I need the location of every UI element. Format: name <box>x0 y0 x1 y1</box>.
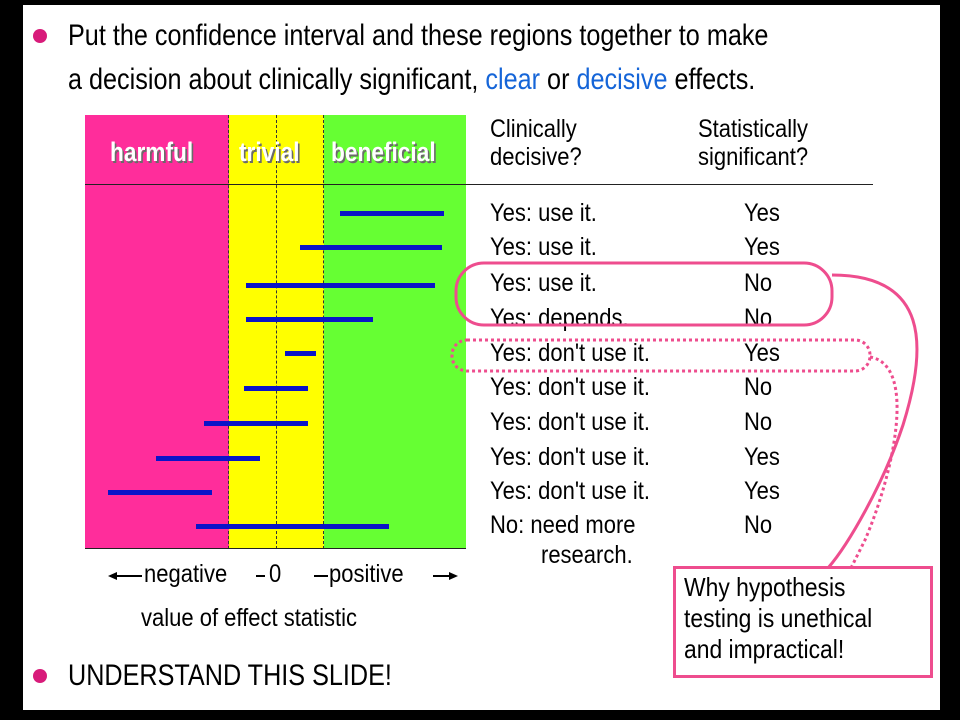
connector-solid <box>826 273 919 569</box>
column-header-clinically-line2: decisive? <box>490 143 582 171</box>
decision-row-3: Yes: use it. <box>490 269 597 297</box>
label-trivial: trivial <box>239 137 300 167</box>
decision-row-9: Yes: don't use it. <box>490 477 650 505</box>
column-header-statistically-line1: Statistically <box>698 115 809 143</box>
threshold-line-beneficial <box>323 115 324 549</box>
bullet-icon <box>33 29 47 43</box>
connector-dotted <box>849 355 899 569</box>
bullet-icon-bottom <box>33 669 47 683</box>
ci-bar-10 <box>196 524 389 529</box>
axis-positive-label: positive <box>329 560 404 588</box>
significance-row-7: No <box>744 408 773 436</box>
header-rule <box>85 184 873 185</box>
ci-bar-2 <box>300 245 442 250</box>
note-line-2: testing is unethical <box>684 603 873 633</box>
note-text: Why hypothesis testing is unethical and … <box>684 572 872 665</box>
axis-zero-label: 0 <box>269 560 282 588</box>
zero-line <box>276 115 277 549</box>
significance-row-10: No <box>744 511 773 539</box>
note-box: Why hypothesis testing is unethical and … <box>673 566 933 678</box>
region-harmful <box>85 115 229 549</box>
axis-arrows <box>108 572 458 580</box>
region-beneficial <box>324 115 466 549</box>
ci-bar-8 <box>156 456 260 461</box>
note-line-1: Why hypothesis <box>684 572 846 602</box>
ci-bar-7 <box>204 421 308 426</box>
column-header-clinically: Clinically decisive? <box>490 115 582 171</box>
significance-row-3: No <box>744 269 773 297</box>
decision-row-8: Yes: don't use it. <box>490 443 650 471</box>
decisive-term: decisive <box>576 63 668 96</box>
column-header-statistically: Statistically significant? <box>698 115 808 171</box>
decision-row-10: No: need more <box>490 511 636 539</box>
decision-row-4: Yes: depends. <box>490 304 629 332</box>
intro-line-1: Put the confidence interval and these re… <box>68 19 769 52</box>
diagram-baseline <box>85 548 466 549</box>
highlight-dotted-outline <box>450 338 872 373</box>
slide: Put the confidence interval and these re… <box>23 5 940 710</box>
label-beneficial: beneficial <box>331 137 436 167</box>
highlight-overlay <box>450 261 919 569</box>
decision-row-10-line2: research. <box>541 541 633 569</box>
ci-bar-4 <box>246 317 373 322</box>
significance-row-5: Yes <box>744 339 780 367</box>
significance-row-1: Yes <box>744 199 780 227</box>
column-header-statistically-line2: significant? <box>698 143 809 171</box>
note-line-3: and impractical! <box>684 634 845 664</box>
column-header-clinically-line1: Clinically <box>490 115 577 143</box>
intro-text: a decision about clinically significant, <box>68 63 486 96</box>
highlight-solid-outline <box>454 261 834 327</box>
ci-bar-9 <box>108 490 212 495</box>
closing-bullet: UNDERSTAND THIS SLIDE! <box>68 659 392 692</box>
decision-row-1: Yes: use it. <box>490 199 597 227</box>
intro-line-2: a decision about clinically significant,… <box>68 61 755 98</box>
clear-term: clear <box>485 63 541 96</box>
axis-title: value of effect statistic <box>141 604 358 632</box>
intro-text-end: effects. <box>667 63 756 96</box>
threshold-line-harmful <box>228 115 229 549</box>
decision-row-6: Yes: don't use it. <box>490 373 650 401</box>
significance-row-9: Yes <box>744 477 780 505</box>
decision-row-7: Yes: don't use it. <box>490 408 650 436</box>
ci-bar-1 <box>340 211 444 216</box>
ci-bar-3 <box>246 283 435 288</box>
decision-row-2: Yes: use it. <box>490 233 597 261</box>
ci-bar-5 <box>285 351 316 356</box>
ci-bar-6 <box>244 386 308 391</box>
significance-row-8: Yes <box>744 443 780 471</box>
decision-row-5: Yes: don't use it. <box>490 339 650 367</box>
significance-row-6: No <box>744 373 773 401</box>
significance-row-4: No <box>744 304 773 332</box>
intro-text-or: or <box>540 63 577 96</box>
axis-negative-label: negative <box>144 560 228 588</box>
significance-row-2: Yes <box>744 233 780 261</box>
label-harmful: harmful <box>110 137 194 167</box>
